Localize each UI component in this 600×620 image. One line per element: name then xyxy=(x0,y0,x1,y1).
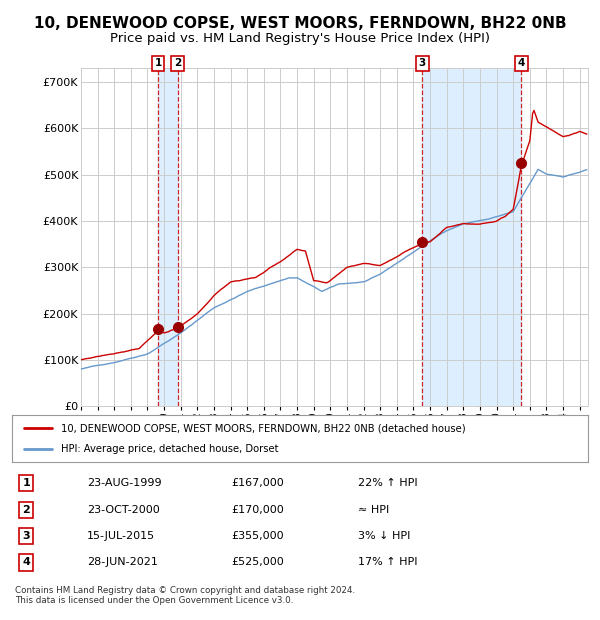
Text: £355,000: £355,000 xyxy=(231,531,284,541)
Text: ≈ HPI: ≈ HPI xyxy=(358,505,389,515)
Text: 23-OCT-2000: 23-OCT-2000 xyxy=(87,505,160,515)
Text: 2: 2 xyxy=(174,58,181,68)
Text: 15-JUL-2015: 15-JUL-2015 xyxy=(87,531,155,541)
Text: £167,000: £167,000 xyxy=(231,479,284,489)
Text: 2: 2 xyxy=(23,505,30,515)
Text: 3: 3 xyxy=(419,58,426,68)
Text: HPI: Average price, detached house, Dorset: HPI: Average price, detached house, Dors… xyxy=(61,444,278,454)
Text: 4: 4 xyxy=(22,557,31,567)
Text: £170,000: £170,000 xyxy=(231,505,284,515)
Text: 17% ↑ HPI: 17% ↑ HPI xyxy=(358,557,417,567)
Text: 1: 1 xyxy=(23,479,30,489)
Text: 28-JUN-2021: 28-JUN-2021 xyxy=(87,557,158,567)
Text: 3: 3 xyxy=(23,531,30,541)
Text: 4: 4 xyxy=(518,58,525,68)
Text: 22% ↑ HPI: 22% ↑ HPI xyxy=(358,479,417,489)
Bar xyxy=(158,68,178,406)
Bar xyxy=(422,68,521,406)
Text: 3% ↓ HPI: 3% ↓ HPI xyxy=(358,531,410,541)
Text: 10, DENEWOOD COPSE, WEST MOORS, FERNDOWN, BH22 0NB (detached house): 10, DENEWOOD COPSE, WEST MOORS, FERNDOWN… xyxy=(61,423,466,433)
Text: Contains HM Land Registry data © Crown copyright and database right 2024.
This d: Contains HM Land Registry data © Crown c… xyxy=(15,586,355,605)
Text: Price paid vs. HM Land Registry's House Price Index (HPI): Price paid vs. HM Land Registry's House … xyxy=(110,32,490,45)
Text: 23-AUG-1999: 23-AUG-1999 xyxy=(87,479,161,489)
Text: 1: 1 xyxy=(155,58,162,68)
Text: 10, DENEWOOD COPSE, WEST MOORS, FERNDOWN, BH22 0NB: 10, DENEWOOD COPSE, WEST MOORS, FERNDOWN… xyxy=(34,16,566,30)
Text: £525,000: £525,000 xyxy=(231,557,284,567)
